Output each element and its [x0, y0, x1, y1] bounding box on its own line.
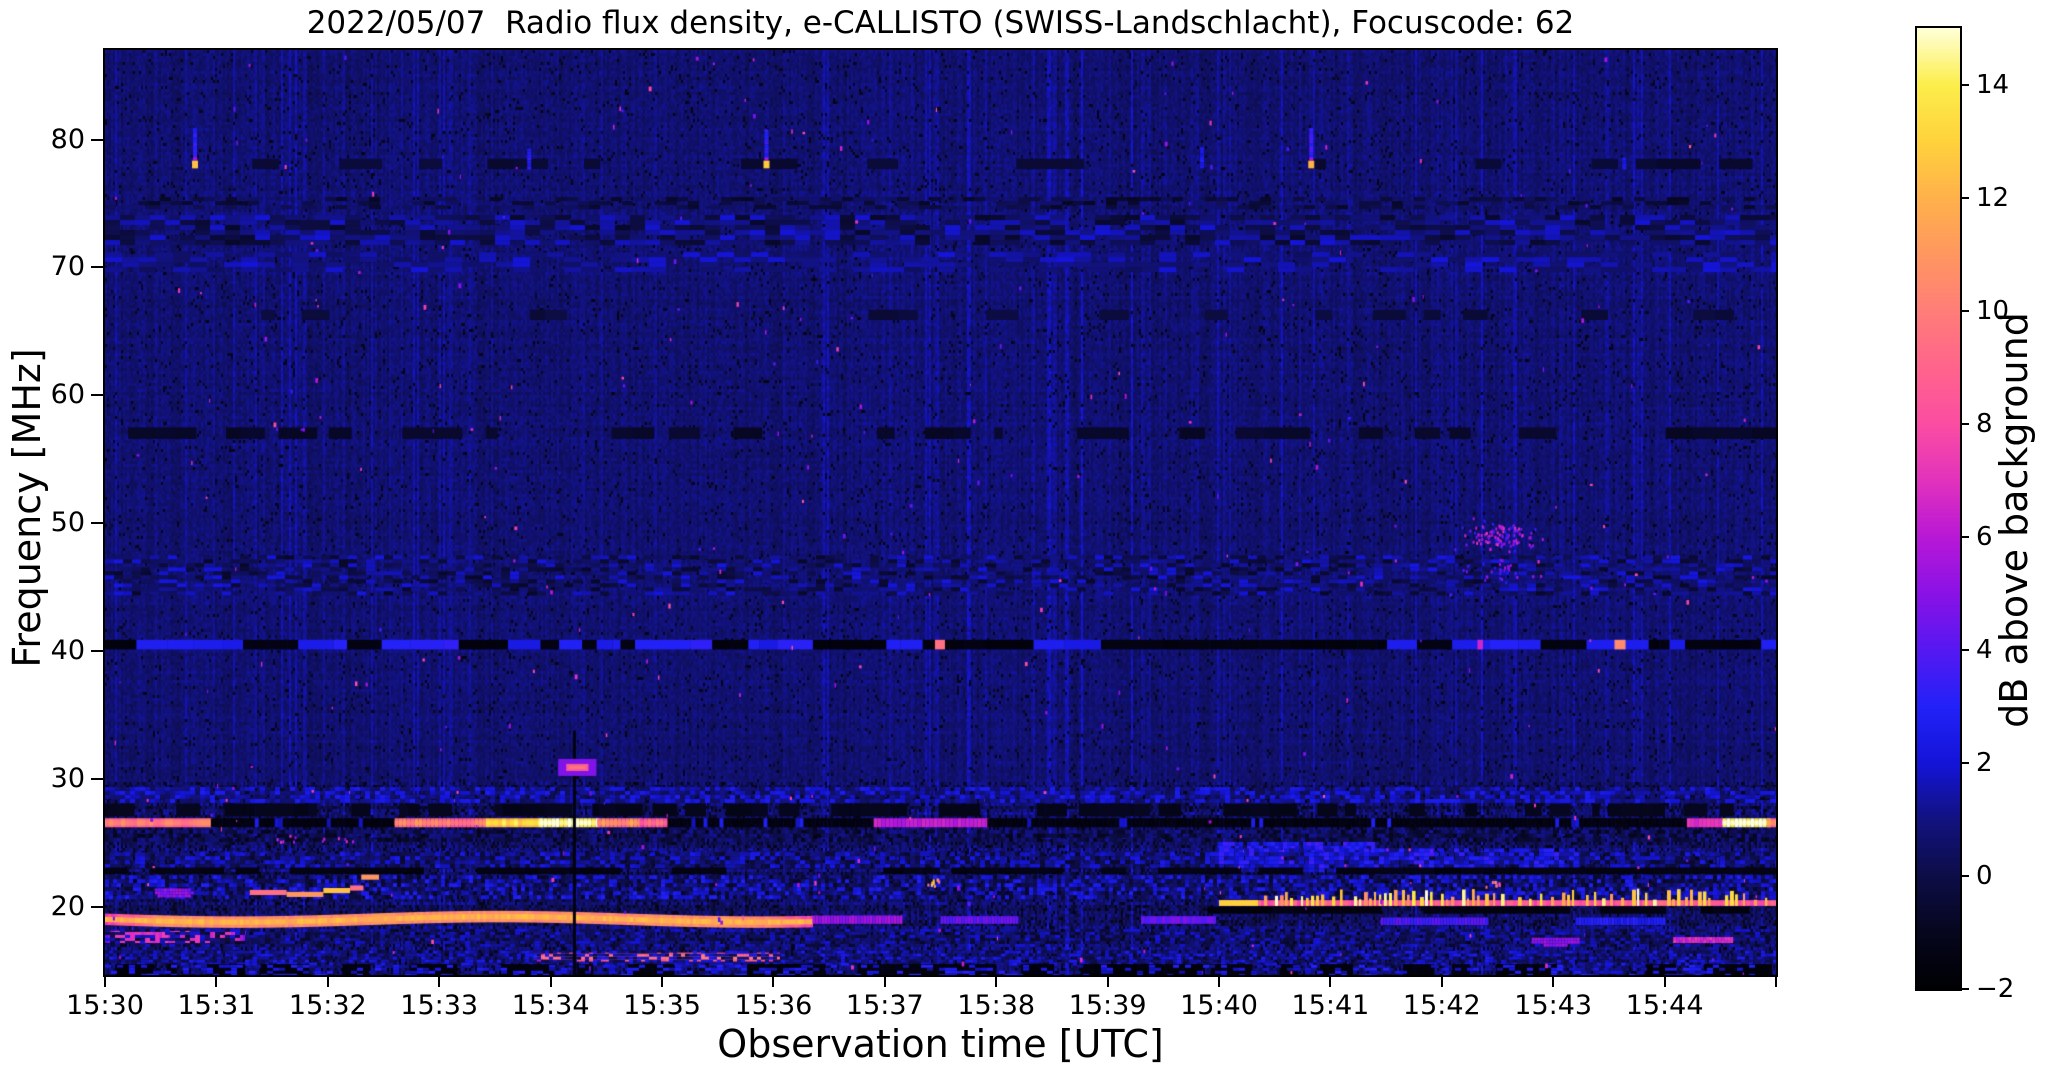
y-tick: [91, 138, 103, 141]
x-tick-label: 15:41: [1291, 990, 1370, 1021]
y-tick: [91, 394, 103, 397]
x-tick-label: 15:44: [1625, 990, 1704, 1021]
colorbar-tick: [1960, 988, 1969, 990]
chart-title: 2022/05/07 Radio flux density, e-CALLIST…: [306, 5, 1575, 41]
colorbar-tick: [1960, 648, 1969, 651]
colorbar-tick-label: 2: [1976, 747, 1993, 778]
x-tick: [215, 975, 218, 987]
x-tick-label: 15:40: [1180, 990, 1258, 1021]
x-tick-label: 15:38: [957, 990, 1036, 1021]
x-axis-label: Observation time [UTC]: [717, 1022, 1164, 1066]
colorbar-tick-label: 14: [1976, 69, 2010, 100]
spectrogram-plot-frame: [103, 48, 1778, 977]
y-tick-label: 70: [50, 251, 85, 283]
colorbar-tick-label: 10: [1976, 295, 2010, 326]
y-tick: [91, 906, 103, 909]
colorbar-tick-label: 8: [1976, 408, 1993, 439]
x-tick: [883, 975, 886, 987]
x-tick: [1663, 975, 1666, 987]
x-tick-label: 15:42: [1402, 990, 1481, 1021]
x-tick-label: 15:43: [1514, 990, 1593, 1021]
x-tick: [1106, 975, 1109, 987]
colorbar-tick-label: 12: [1976, 182, 2010, 213]
colorbar-tick-label: 0: [1976, 860, 1993, 891]
y-tick: [91, 266, 103, 269]
x-tick-label: 15:36: [734, 990, 813, 1021]
colorbar-tick: [1960, 535, 1969, 538]
x-tick: [995, 975, 998, 987]
y-tick-label: 60: [50, 379, 85, 411]
y-tick-label: 40: [50, 635, 85, 667]
y-tick: [91, 650, 103, 653]
y-tick-label: 30: [50, 763, 85, 795]
spectrogram-canvas: [105, 50, 1776, 975]
x-tick: [772, 975, 775, 987]
x-tick-label: 15:39: [1068, 990, 1147, 1021]
x-tick: [326, 975, 329, 987]
x-tick-label: 15:31: [177, 990, 256, 1021]
x-tick: [104, 975, 106, 987]
x-tick-label: 15:34: [511, 990, 590, 1021]
x-tick-label: 15:35: [623, 990, 701, 1021]
y-tick: [91, 522, 103, 525]
y-tick: [91, 778, 103, 781]
colorbar-tick: [1960, 761, 1969, 764]
colorbar-tick-label: 4: [1976, 634, 1993, 665]
y-tick-label: 20: [50, 891, 85, 923]
colorbar-tick-label: 6: [1976, 521, 1993, 552]
colorbar: [1915, 26, 1962, 991]
x-tick: [1218, 975, 1220, 987]
colorbar-canvas: [1917, 28, 1960, 989]
y-axis-label: Frequency [MHz]: [5, 348, 49, 668]
x-tick: [549, 975, 552, 987]
colorbar-tick: [1960, 422, 1969, 425]
y-tick-label: 80: [50, 123, 85, 155]
x-tick-label: 15:30: [66, 990, 144, 1021]
colorbar-tick: [1960, 874, 1969, 877]
colorbar-tick: [1960, 309, 1969, 312]
x-tick-label: 15:33: [400, 990, 479, 1021]
x-tick: [1329, 975, 1332, 987]
x-tick-label: 15:37: [845, 990, 924, 1021]
y-tick-label: 50: [50, 507, 85, 539]
colorbar-tick: [1960, 196, 1969, 199]
colorbar-tick-label: −2: [1976, 974, 2015, 1004]
colorbar-tick: [1960, 83, 1969, 86]
x-tick: [438, 975, 441, 987]
colorbar-label: dB above background: [1992, 312, 2036, 728]
x-tick: [661, 975, 663, 987]
x-tick: [1440, 975, 1443, 987]
x-tick: [1552, 975, 1555, 987]
x-tick-label: 15:32: [288, 990, 367, 1021]
x-tick: [1775, 975, 1777, 987]
